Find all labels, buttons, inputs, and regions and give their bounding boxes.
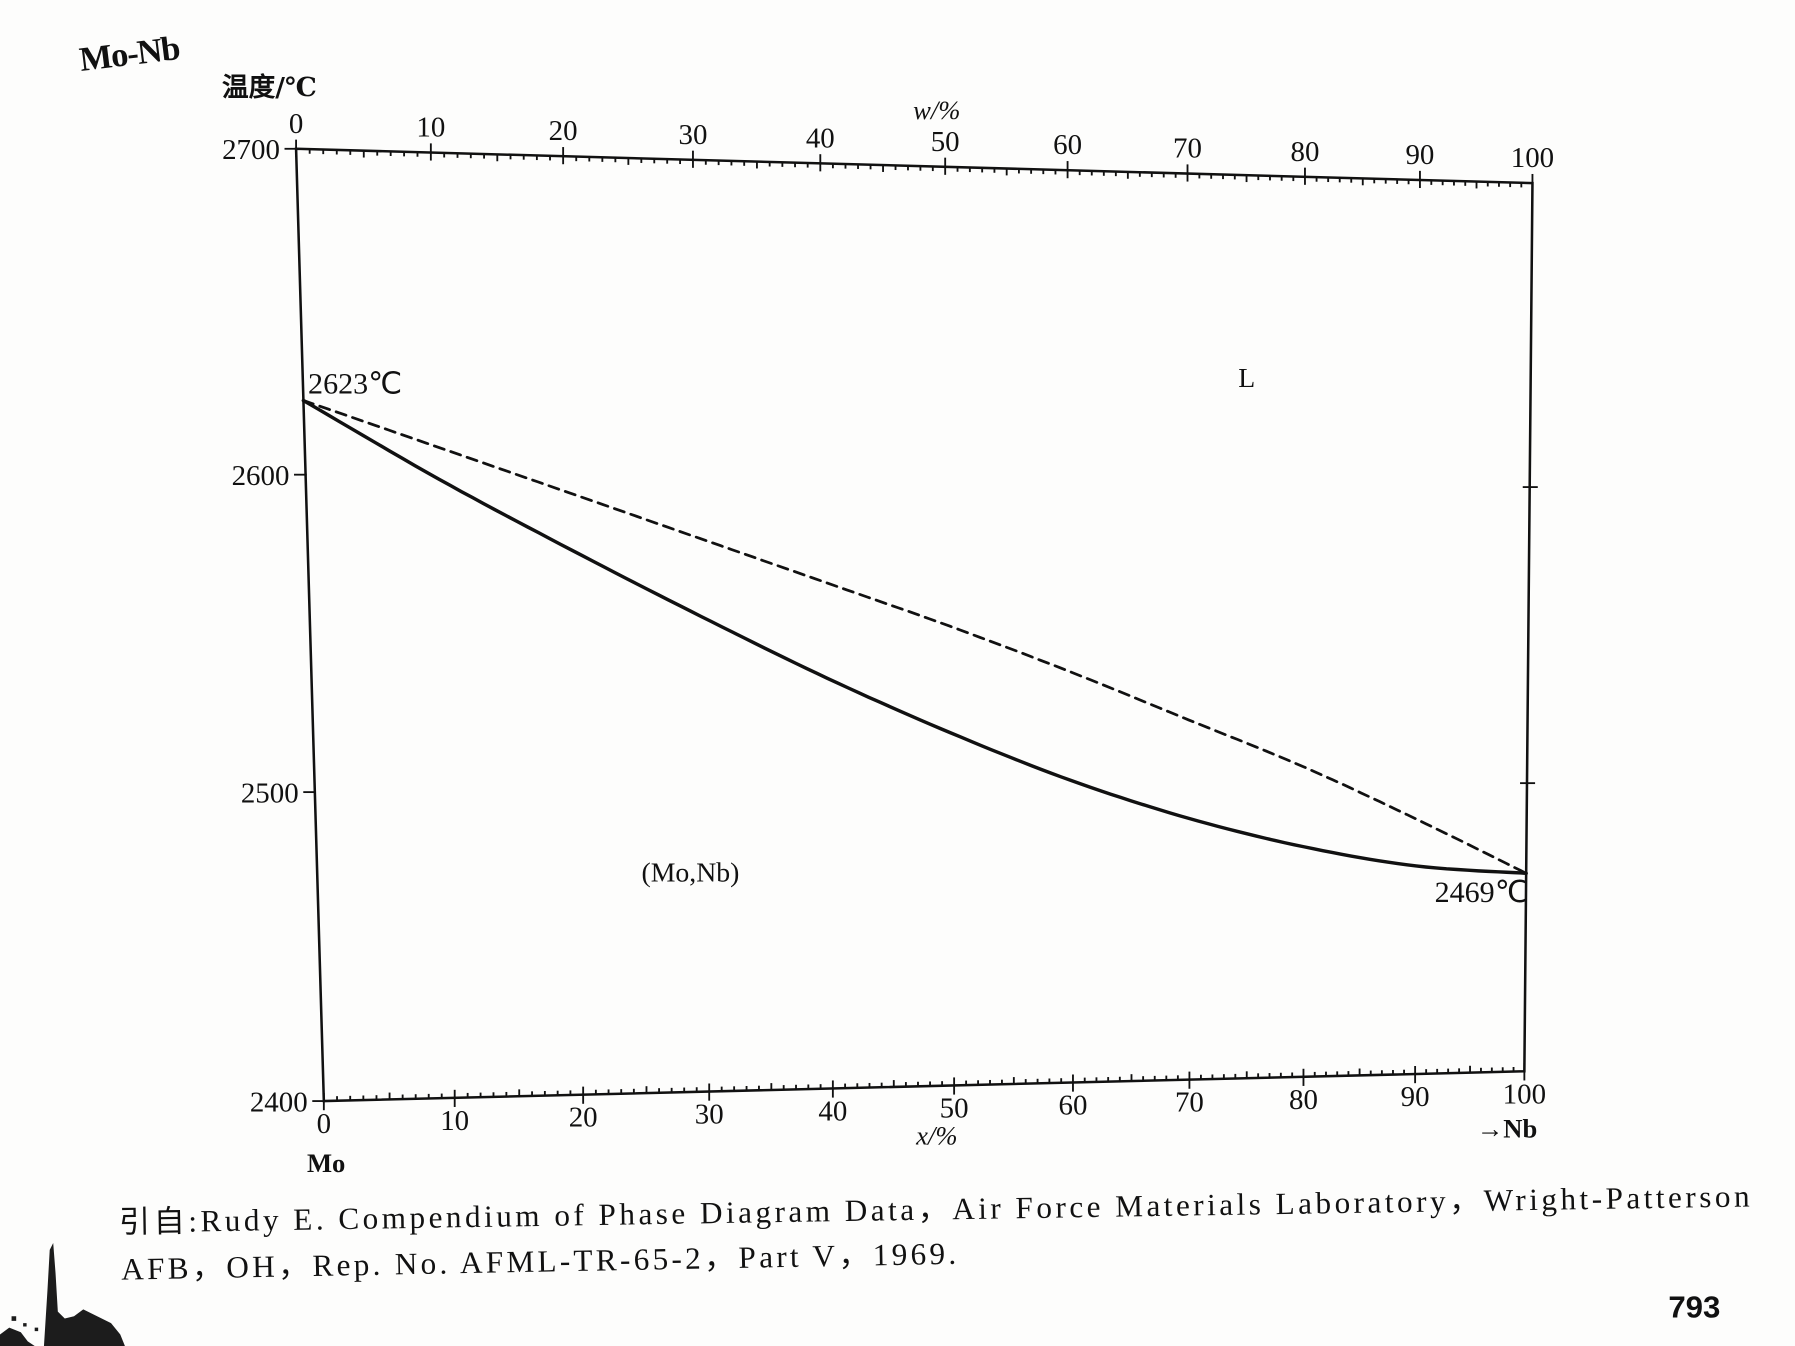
y-axis-title: 温度/℃ <box>222 72 317 103</box>
bottom-axis-tick-label: 90 <box>1401 1081 1430 1113</box>
top-axis-tick-label: 20 <box>549 115 578 147</box>
top-axis-tick-label: 70 <box>1173 133 1202 165</box>
bottom-axis-tick-label: 40 <box>818 1096 847 1128</box>
bottom-axis-tick-label: 100 <box>1503 1078 1546 1110</box>
y-axis-tick-label: 2700 <box>222 134 280 166</box>
bottom-axis-tick-label: 10 <box>440 1105 469 1137</box>
top-axis-tick-label: 40 <box>806 122 835 154</box>
chart-annotations: 2623℃ 2469℃ L (Mo,Nb) <box>308 362 1528 909</box>
top-axis-tick-label: 100 <box>1511 142 1554 174</box>
left-component-label: Mo <box>307 1148 345 1178</box>
series-line-dashed <box>301 399 1528 875</box>
melting-point-label: 2469℃ <box>1435 876 1529 909</box>
series-line-solid <box>301 398 1528 876</box>
top-axis-title: w/% <box>913 95 960 125</box>
bottom-axis-tick-label: 60 <box>1059 1090 1088 1122</box>
phase-boundary-lines <box>301 398 1528 876</box>
phase-region-label: (Mo,Nb) <box>642 856 740 887</box>
bottom-axis-tick-label: 70 <box>1175 1087 1204 1119</box>
top-axis-tick-label: 10 <box>416 112 445 144</box>
bottom-axis-title: x/% <box>915 1121 957 1151</box>
phase-region-label: L <box>1238 362 1255 393</box>
top-axis-tick-label: 60 <box>1053 129 1082 161</box>
axis-tick-labels: 0 10 20 30 40 50 60 70 80 90 100 0 10 20 30 40 50 60 70 80 9… <box>222 108 1554 1140</box>
bottom-axis-tick-label: 50 <box>940 1093 969 1125</box>
top-axis-tick-label: 50 <box>931 126 960 158</box>
bottom-axis-tick-label: 30 <box>695 1099 724 1131</box>
bottom-axis-tick-label: 0 <box>317 1108 331 1140</box>
right-component-label: →Nb <box>1477 1114 1538 1144</box>
y-axis-tick-label: 2500 <box>241 778 299 810</box>
bottom-axis-tick-label: 80 <box>1289 1084 1318 1116</box>
page-number: 793 <box>1668 1290 1720 1325</box>
top-axis-tick-label: 90 <box>1405 139 1434 171</box>
melting-point-label: 2623℃ <box>308 368 402 401</box>
axis-ticks <box>284 139 1538 1111</box>
bottom-axis-tick-label: 20 <box>569 1102 598 1134</box>
top-axis-tick-label: 0 <box>289 108 303 140</box>
top-axis-tick-label: 30 <box>679 119 708 151</box>
top-axis-tick-label: 80 <box>1291 136 1320 168</box>
scan-artifact <box>0 1242 125 1346</box>
y-axis-tick-label: 2600 <box>232 460 290 492</box>
y-axis-tick-label: 2400 <box>250 1086 308 1118</box>
